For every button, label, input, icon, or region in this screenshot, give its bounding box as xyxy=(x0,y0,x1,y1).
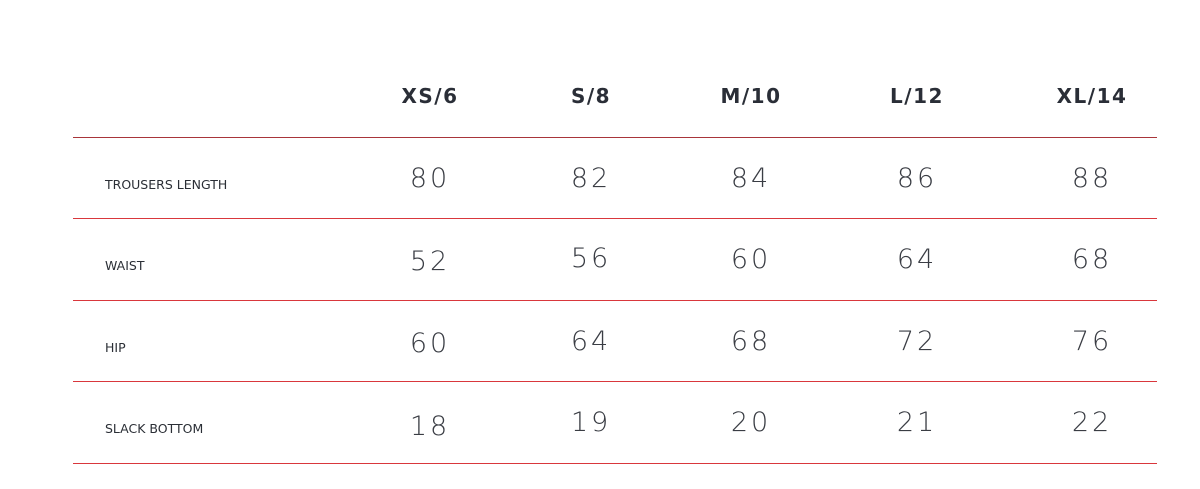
row-divider xyxy=(73,137,1157,138)
row-divider xyxy=(73,218,1157,219)
column-header: S/8 xyxy=(570,84,612,108)
table-cell: 72 xyxy=(896,326,938,357)
table-cell: 64 xyxy=(570,326,612,357)
table-cell: 76 xyxy=(1071,326,1113,357)
column-header: XS/6 xyxy=(401,84,459,108)
table-cell: 18 xyxy=(409,411,451,442)
table-cell: 84 xyxy=(730,163,772,194)
table-cell: 52 xyxy=(409,246,451,277)
column-header: L/12 xyxy=(890,84,944,108)
column-header: XL/14 xyxy=(1056,84,1128,108)
table-cell: 22 xyxy=(1071,407,1113,438)
table-cell: 64 xyxy=(896,244,938,275)
row-label: WAIST xyxy=(105,258,145,273)
table-cell: 80 xyxy=(409,163,451,194)
row-label: HIP xyxy=(105,340,126,355)
table-cell: 60 xyxy=(409,328,451,359)
table-cell: 19 xyxy=(570,407,612,438)
table-cell: 86 xyxy=(896,163,938,194)
row-label: TROUSERS LENGTH xyxy=(105,177,228,192)
row-divider xyxy=(73,300,1157,301)
table-cell: 68 xyxy=(1071,244,1113,275)
table-cell: 56 xyxy=(570,243,612,274)
row-label: SLACK BOTTOM xyxy=(105,421,204,436)
table-cell: 82 xyxy=(570,163,612,194)
table-cell: 60 xyxy=(730,244,772,275)
column-header: M/10 xyxy=(720,84,782,108)
table-cell: 88 xyxy=(1071,163,1113,194)
row-divider xyxy=(73,381,1157,382)
row-divider xyxy=(73,463,1157,464)
table-cell: 20 xyxy=(730,407,772,438)
table-cell: 68 xyxy=(730,326,772,357)
table-cell: 21 xyxy=(896,407,938,438)
